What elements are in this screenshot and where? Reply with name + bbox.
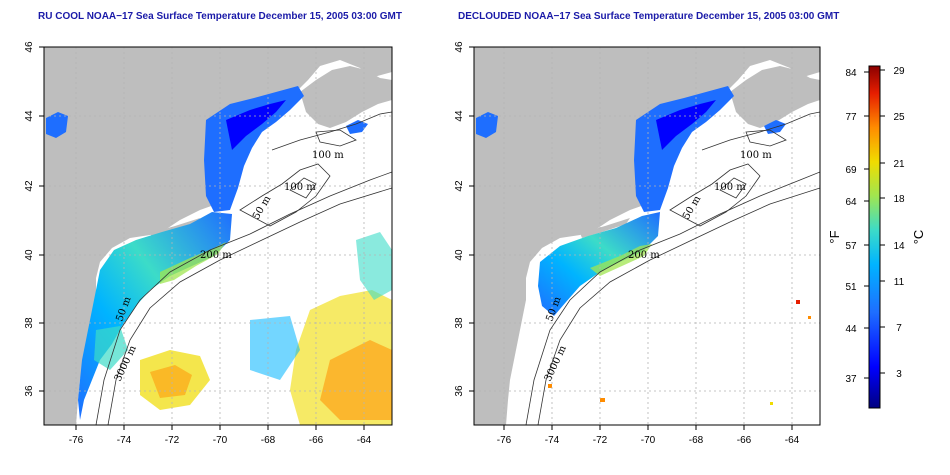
lon-label: -66: [737, 435, 752, 446]
lat-label: 44: [24, 110, 35, 122]
fahrenheit-label: 69: [845, 165, 857, 176]
fahrenheit-label: 37: [845, 374, 857, 385]
colorbar-fahrenheit-labels: 84 77 69 64 57 51 44 37: [845, 68, 857, 385]
left-grid: [44, 47, 392, 425]
fahrenheit-label: 64: [845, 197, 857, 208]
celsius-label: 29: [893, 66, 905, 77]
left-contours: [95, 111, 392, 425]
fahrenheit-label: 51: [845, 282, 857, 293]
right-lat-labels: 36 38 40 42 44 46: [454, 41, 465, 397]
contour-label-100m-north: 100 m: [312, 150, 344, 161]
celsius-label: 14: [893, 241, 905, 252]
lon-label: -68: [261, 435, 276, 446]
right-sst-maine-coast: [656, 100, 716, 150]
contour-label-100m-bank: 100 m: [284, 182, 316, 193]
colorbar-gradient: [868, 65, 881, 409]
celsius-label: 11: [894, 277, 905, 288]
right-sst-shelf: [538, 212, 660, 316]
fahrenheit-label: 77: [845, 112, 857, 123]
colorbar-celsius-labels: 29 25 21 18 14 11 7 3: [893, 66, 905, 380]
right-land-long-island: [580, 218, 630, 238]
lat-label: 36: [454, 385, 465, 397]
fahrenheit-label: 57: [845, 241, 857, 252]
colorbar-ticks: [864, 69, 885, 379]
right-map-title: DECLOUDED NOAA−17 Sea Surface Temperatur…: [458, 11, 840, 22]
lat-label: 38: [24, 317, 35, 329]
lat-label: 40: [24, 249, 35, 261]
lon-label: -68: [689, 435, 704, 446]
lon-label: -74: [117, 435, 132, 446]
lat-label: 46: [24, 41, 35, 53]
left-map: 100 m 100 m 50 m 200 m 50 m 3000 m -76 -…: [24, 41, 393, 446]
contour-label-200m: 200 m: [628, 250, 660, 261]
left-land-mainland: [44, 47, 392, 425]
right-sst-ns-west: [476, 112, 498, 138]
lat-label: 42: [454, 180, 465, 192]
lon-label: -72: [593, 435, 608, 446]
celsius-label: 18: [893, 194, 905, 205]
lat-label: 44: [454, 110, 465, 122]
celsius-label: 21: [893, 159, 905, 170]
lat-label: 40: [454, 249, 465, 261]
left-sst-scotian-shelf: [346, 120, 368, 134]
left-map-title: RU COOL NOAA−17 Sea Surface Temperature …: [38, 11, 402, 22]
lon-label: -74: [545, 435, 560, 446]
contour-label-100m-bank: 100 m: [714, 182, 746, 193]
left-sst-shelf-warm: [160, 242, 226, 284]
lon-label: -76: [69, 435, 84, 446]
lon-label: -70: [641, 435, 656, 446]
lon-label: -72: [165, 435, 180, 446]
left-lat-labels: 36 38 40 42 44 46: [24, 41, 35, 397]
lon-label: -64: [357, 435, 372, 446]
left-sst-maine-coast: [226, 100, 286, 150]
right-map: 100 m 100 m 50 m 200 m 50 m 3000 m -76 -…: [454, 41, 821, 446]
left-axis-ticks: [39, 46, 365, 430]
celsius-label: 3: [896, 369, 902, 380]
lat-label: 38: [454, 317, 465, 329]
lon-label: -76: [497, 435, 512, 446]
left-lon-labels: -76 -74 -72 -70 -68 -66 -64: [69, 435, 372, 446]
left-sst-ns-west: [46, 112, 68, 138]
lon-label: -66: [309, 435, 324, 446]
right-map-frame: [473, 46, 821, 426]
fahrenheit-label: 84: [845, 68, 857, 79]
fahrenheit-unit-label: °F: [827, 230, 842, 243]
lon-label: -64: [785, 435, 800, 446]
lat-label: 36: [24, 385, 35, 397]
right-axis-ticks: [469, 46, 793, 430]
celsius-unit-label: °C: [911, 230, 926, 245]
celsius-label: 25: [893, 112, 905, 123]
fahrenheit-label: 44: [845, 324, 857, 335]
right-land-nova-scotia: [730, 66, 820, 128]
right-land-mainland: [474, 47, 820, 425]
right-lon-labels: -76 -74 -72 -70 -68 -66 -64: [497, 435, 800, 446]
right-sst-gulf-of-maine: [634, 86, 734, 212]
lon-label: -70: [213, 435, 228, 446]
colorbar: 84 77 69 64 57 51 44 37 29 25 21 18 14 1…: [827, 65, 926, 409]
right-sst-offshore-specks: [548, 300, 811, 405]
lat-label: 46: [454, 41, 465, 53]
contour-label-200m: 200 m: [200, 250, 232, 261]
left-sst-offshore-noise: [94, 232, 392, 425]
contour-label-100m-north: 100 m: [740, 150, 772, 161]
lat-label: 42: [24, 180, 35, 192]
right-contours: [525, 111, 820, 425]
left-sst-gulf-of-maine: [204, 86, 304, 212]
left-land-nova-scotia: [300, 66, 392, 128]
left-map-frame: [43, 46, 393, 426]
celsius-label: 7: [896, 323, 902, 334]
